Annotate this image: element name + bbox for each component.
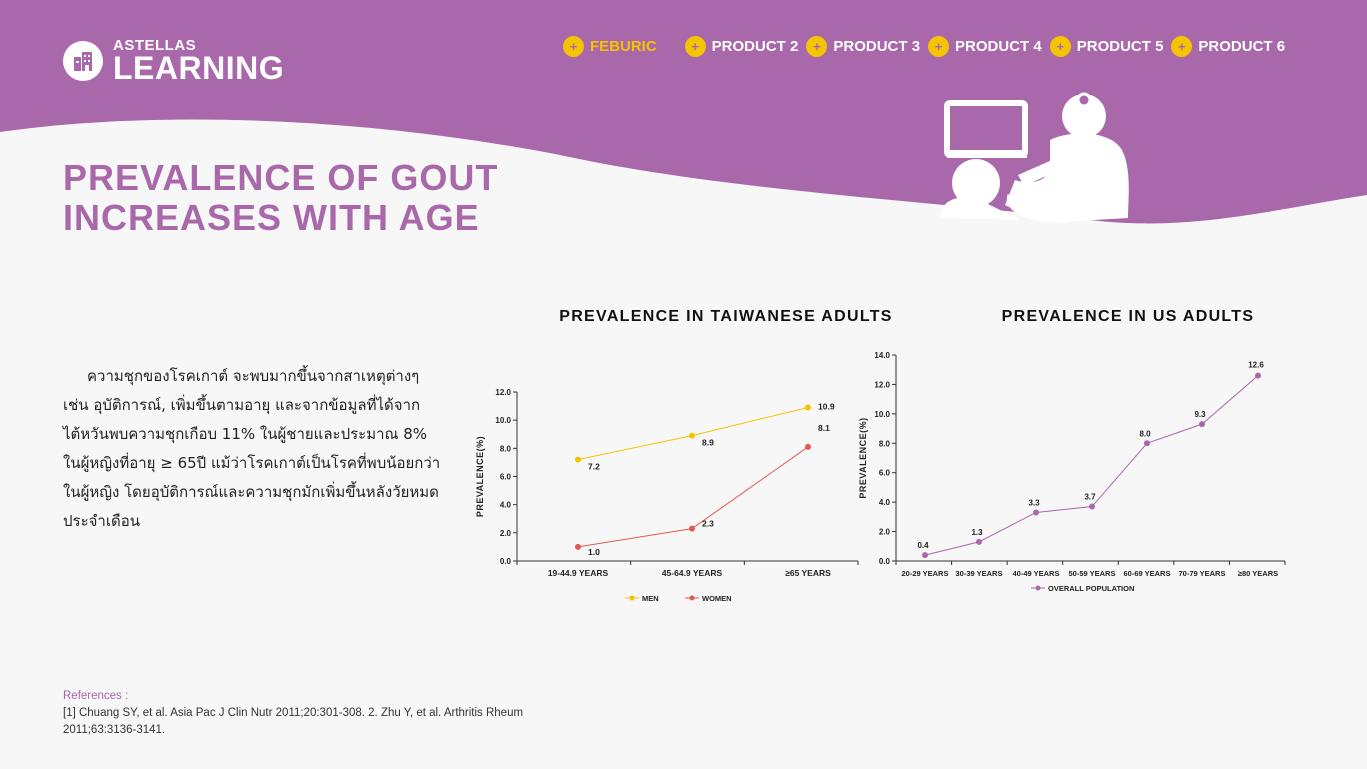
y-tick-label: 6.0 bbox=[879, 469, 891, 478]
logo-line-astellas: ASTELLAS bbox=[113, 37, 197, 54]
data-label: 10.9 bbox=[818, 401, 835, 411]
body-paragraph: ความชุกของโรคเกาต์ จะพบมากขึ้นจากสาเหตุต… bbox=[63, 367, 441, 530]
plus-icon: + bbox=[563, 36, 584, 57]
y-tick-label: 10.0 bbox=[495, 416, 511, 425]
references-heading: References : bbox=[63, 690, 129, 702]
data-label: 8.9 bbox=[702, 438, 714, 448]
plus-icon: + bbox=[928, 36, 950, 57]
data-label: 3.3 bbox=[1028, 498, 1040, 507]
references-text: [1] Chuang SY, et al. Asia Pac J Clin Nu… bbox=[63, 707, 524, 736]
x-tick-label: 60-69 YEARS bbox=[1124, 569, 1171, 578]
series-line-women bbox=[577, 446, 809, 548]
chart-title-taiwan: PREVALENCE IN TAIWANESE ADULTS bbox=[559, 308, 893, 325]
x-tick-label: 19-44.9 YEARS bbox=[548, 568, 609, 578]
nav-item-label: FEBURIC bbox=[590, 38, 657, 55]
data-point bbox=[976, 538, 982, 545]
plus-icon: + bbox=[1049, 36, 1071, 57]
y-axis-label: PREVALENCE(%) bbox=[858, 417, 868, 498]
data-label: 3.7 bbox=[1084, 493, 1096, 502]
nav-item-product-4[interactable]: + PRODUCT 4 bbox=[928, 36, 1042, 57]
data-point bbox=[575, 456, 581, 463]
references: References : [1] Chuang SY, et al. Asia … bbox=[63, 688, 583, 739]
x-tick-label: ≥80 YEARS bbox=[1238, 569, 1278, 578]
y-tick-label: 10.0 bbox=[874, 410, 890, 419]
data-point bbox=[805, 404, 811, 411]
header-wave bbox=[0, 0, 1367, 224]
data-point bbox=[689, 525, 695, 532]
x-tick-label: 30-39 YEARS bbox=[956, 569, 1003, 578]
building-icon bbox=[63, 41, 103, 81]
page-title-line-1: PREVALENCE OF GOUT bbox=[63, 157, 499, 198]
y-tick-label: 2.0 bbox=[500, 529, 512, 538]
data-point bbox=[689, 432, 695, 439]
data-label: 9.3 bbox=[1194, 410, 1206, 419]
data-point bbox=[1144, 440, 1150, 447]
data-label: 1.0 bbox=[588, 547, 600, 557]
legend-label: WOMEN bbox=[702, 594, 732, 603]
logo-line-learning: LEARNING bbox=[113, 50, 285, 86]
doctor-patient-illustration bbox=[940, 92, 1129, 223]
y-tick-label: 0.0 bbox=[879, 557, 891, 566]
legend-swatch-marker bbox=[1035, 585, 1041, 591]
product-nav: + FEBURIC + PRODUCT 2 + PRODUCT 3 + PROD… bbox=[563, 36, 1293, 57]
nav-item-label: PRODUCT 4 bbox=[955, 38, 1042, 55]
data-label: 2.3 bbox=[702, 519, 714, 529]
x-tick-label: 70-79 YEARS bbox=[1179, 569, 1226, 578]
page-title-line-2: INCREASES WITH AGE bbox=[63, 197, 480, 238]
legend-swatch-marker bbox=[629, 595, 635, 601]
page-title: PREVALENCE OF GOUT INCREASES WITH AGE bbox=[63, 158, 498, 238]
data-point bbox=[1089, 503, 1095, 510]
nav-item-product-6[interactable]: + PRODUCT 6 bbox=[1171, 36, 1285, 57]
legend-swatch-marker bbox=[689, 595, 695, 601]
plus-icon: + bbox=[684, 36, 706, 57]
x-tick-label: 40-49 YEARS bbox=[1013, 569, 1060, 578]
y-tick-label: 12.0 bbox=[874, 380, 890, 389]
legend-label: OVERALL POPULATION bbox=[1048, 584, 1134, 593]
y-tick-label: 4.0 bbox=[500, 501, 512, 510]
nav-item-feburic[interactable]: + FEBURIC bbox=[563, 36, 657, 57]
y-tick-label: 8.0 bbox=[879, 439, 891, 448]
y-tick-label: 8.0 bbox=[500, 444, 512, 453]
y-tick-label: 4.0 bbox=[879, 498, 891, 507]
y-tick-label: 2.0 bbox=[879, 528, 891, 537]
x-tick-label: ≥65 YEARS bbox=[785, 568, 831, 578]
plus-icon: + bbox=[1171, 36, 1193, 57]
nav-item-product-3[interactable]: + PRODUCT 3 bbox=[806, 36, 920, 57]
nav-item-label: PRODUCT 2 bbox=[711, 38, 799, 55]
plus-icon: + bbox=[806, 36, 828, 57]
data-point bbox=[1033, 509, 1039, 516]
header-background bbox=[0, 0, 1367, 224]
nav-item-product-5[interactable]: + PRODUCT 5 bbox=[1049, 36, 1164, 57]
data-point bbox=[922, 552, 928, 559]
data-label: 12.6 bbox=[1248, 361, 1264, 370]
x-tick-label: 20-29 YEARS bbox=[902, 569, 949, 578]
data-label: 1.3 bbox=[971, 528, 983, 537]
data-label: 7.2 bbox=[588, 462, 600, 472]
legend-label: MEN bbox=[642, 594, 659, 603]
y-tick-label: 6.0 bbox=[500, 473, 512, 482]
chart-title-us: PREVALENCE IN US ADULTS bbox=[1001, 308, 1255, 325]
x-tick-label: 50-59 YEARS bbox=[1069, 569, 1116, 578]
data-point bbox=[575, 543, 581, 550]
nav-item-label: PRODUCT 6 bbox=[1198, 38, 1286, 55]
x-tick-label: 45-64.9 YEARS bbox=[662, 568, 723, 578]
y-axis-label: PREVALENCE(%) bbox=[475, 436, 485, 517]
nav-item-label: PRODUCT 5 bbox=[1076, 38, 1164, 55]
data-point bbox=[1199, 421, 1205, 428]
data-label: 0.4 bbox=[917, 541, 929, 550]
data-label: 8.1 bbox=[818, 423, 830, 433]
data-label: 8.0 bbox=[1139, 429, 1151, 438]
nav-item-label: PRODUCT 3 bbox=[833, 38, 921, 55]
data-point bbox=[805, 443, 811, 450]
y-tick-label: 14.0 bbox=[874, 351, 890, 360]
data-point bbox=[1255, 372, 1261, 379]
astellas-learning-logo[interactable]: ASTELLAS LEARNING bbox=[63, 38, 284, 84]
y-tick-label: 12.0 bbox=[495, 388, 511, 397]
nav-item-product-2[interactable]: + PRODUCT 2 bbox=[684, 36, 799, 57]
y-tick-label: 0.0 bbox=[500, 557, 512, 566]
